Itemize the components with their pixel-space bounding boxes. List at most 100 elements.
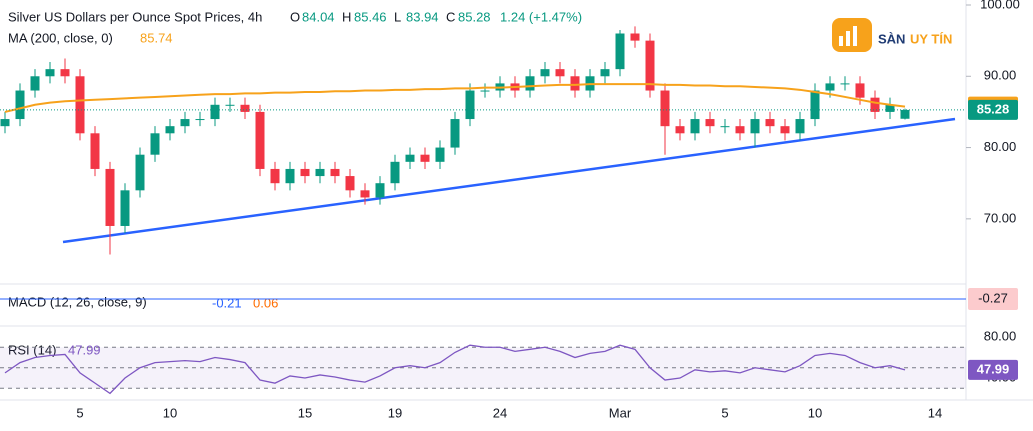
candle-body: [30, 76, 40, 91]
ma-line: [4, 83, 906, 113]
rsi-legend-value: 47.99: [68, 342, 101, 357]
logo: SÀN UY TÍN: [832, 18, 952, 52]
candle-body: [390, 161, 400, 184]
candle-body: [720, 126, 730, 128]
candle-body: [90, 133, 100, 169]
candle-body: [15, 90, 25, 120]
rsi-title: RSI (14): [8, 342, 56, 357]
rsi-axis-label: 47.99: [977, 361, 1010, 376]
ohlc-letter: C: [446, 9, 455, 24]
chart-title: Silver US Dollars per Ounce Spot Prices,…: [8, 9, 262, 24]
x-tick-label: 5: [76, 405, 83, 420]
y-tick-label: 70.00: [984, 210, 1017, 225]
macd-axis-label: -0.27: [978, 290, 1008, 305]
ma-legend: MA (200, close, 0): [8, 30, 113, 45]
candle-body: [795, 119, 805, 134]
candle-body: [810, 90, 820, 120]
candle-body: [555, 69, 565, 77]
x-tick-label: 14: [928, 405, 942, 420]
x-tick-label: 24: [493, 405, 507, 420]
candle-body: [570, 76, 580, 91]
candle-body: [540, 69, 550, 77]
candle-body: [600, 69, 610, 77]
candle-body: [165, 126, 175, 134]
x-tick-label: 10: [163, 405, 177, 420]
candle-body: [765, 119, 775, 127]
price-axis-box: [968, 99, 1018, 120]
candle-body: [375, 183, 385, 198]
macd-value: 0.06: [253, 295, 278, 310]
candle-body: [345, 176, 355, 191]
candle-body: [630, 33, 640, 41]
change-label: 1.24 (+1.47%): [500, 9, 582, 24]
candle-body: [195, 119, 205, 121]
y-tick-label: 80.00: [984, 139, 1017, 154]
candle-body: [825, 83, 835, 91]
macd-title: MACD (12, 26, close, 9): [8, 294, 147, 309]
candle-body: [840, 83, 850, 85]
candle-body: [105, 168, 115, 226]
x-tick-label: 10: [808, 405, 822, 420]
logo-text: SÀN: [878, 31, 905, 46]
ohlc-value: 84.04: [302, 9, 335, 24]
ohlc-value: 83.94: [406, 9, 439, 24]
ohlc-letter: O: [290, 9, 300, 24]
rsi-line: [4, 344, 906, 395]
candle-body: [450, 119, 460, 148]
macd-value: -0.21: [212, 295, 242, 310]
candle-body: [180, 119, 190, 127]
y-tick-label: 90.00: [984, 68, 1017, 83]
ohlc-letter: L: [394, 9, 401, 24]
candle-body: [300, 168, 310, 177]
x-tick-label: 5: [721, 405, 728, 420]
candle-body: [270, 168, 280, 184]
candle-body: [900, 109, 910, 119]
x-tick-label: 19: [388, 405, 402, 420]
logo-icon: [832, 18, 872, 52]
candle-body: [75, 76, 85, 134]
candle-body: [150, 133, 160, 155]
x-tick-label: 15: [298, 405, 312, 420]
logo-icon: [853, 26, 857, 46]
logo-icon: [839, 36, 843, 46]
candle-body: [45, 69, 55, 77]
candle-body: [225, 104, 235, 106]
candle-body: [315, 168, 325, 177]
candle-body: [255, 111, 265, 169]
ohlc-letter: H: [342, 9, 351, 24]
candle-body: [660, 90, 670, 127]
candle-body: [615, 33, 625, 70]
rsi-axis-box: [968, 359, 1018, 380]
candle-body: [360, 190, 370, 198]
candle-body: [210, 104, 220, 120]
candle-body: [645, 40, 655, 91]
candle-body: [420, 154, 430, 162]
candle-body: [465, 90, 475, 120]
candle-body: [855, 83, 865, 98]
candle-body: [330, 168, 340, 177]
ohlc-value: 85.46: [354, 9, 387, 24]
candle-body: [120, 190, 130, 226]
ohlc-value: 85.28: [458, 9, 491, 24]
rsi-tick-label: 80.00: [984, 328, 1017, 343]
candle-body: [480, 90, 490, 92]
candle-body: [435, 147, 445, 162]
candle-body: [690, 119, 700, 134]
candle-body: [780, 126, 790, 134]
candle-body: [285, 168, 295, 184]
logo-text: UY TÍN: [910, 31, 952, 46]
ma-legend-value: 85.74: [140, 30, 173, 45]
candle-body: [870, 97, 880, 112]
logo-icon: [846, 31, 850, 46]
y-tick-label: 100.00: [980, 0, 1020, 11]
macd-axis-box: [968, 288, 1018, 310]
candle-body: [240, 104, 250, 112]
candle-body: [735, 126, 745, 134]
trendline: [62, 117, 956, 244]
candle-body: [525, 76, 535, 91]
candle-body: [675, 126, 685, 134]
candle-body: [885, 104, 895, 112]
x-tick-label: Mar: [609, 405, 632, 420]
